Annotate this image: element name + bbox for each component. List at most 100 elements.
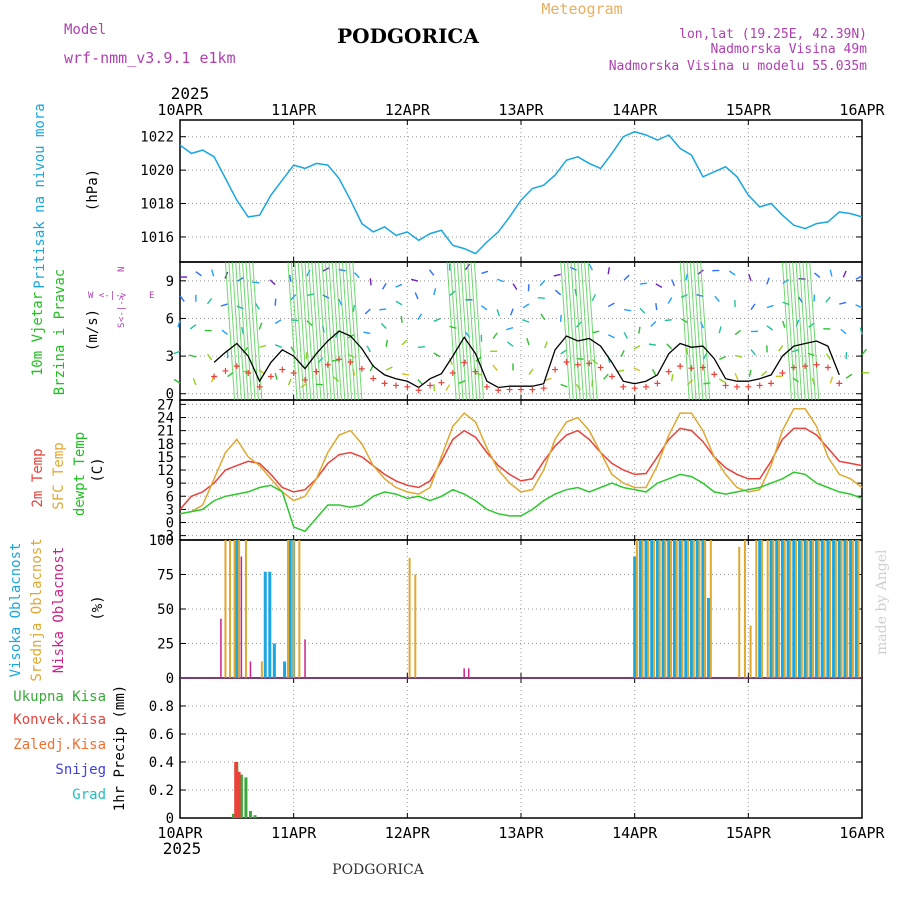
wind-barb xyxy=(718,356,726,361)
cloud-bar-1 xyxy=(800,540,803,678)
precip-ytick-label: 0.2 xyxy=(149,783,174,799)
wind-barb xyxy=(778,345,784,352)
wind-barb xyxy=(401,339,408,346)
wind-barb xyxy=(633,367,641,372)
cloud-unit: (%) xyxy=(90,595,106,620)
wind-barb xyxy=(750,349,756,356)
wind-barb xyxy=(381,282,387,290)
wind-gust-marker xyxy=(438,379,445,386)
wind-burst xyxy=(248,261,259,401)
wind-barb xyxy=(506,326,514,331)
year-bottom: 2025 xyxy=(163,839,202,858)
wind-barb xyxy=(385,339,389,347)
model-name: wrf-nmm_v3.9.1 e1km xyxy=(64,49,236,67)
wind-barb xyxy=(617,369,625,373)
wind-burst xyxy=(700,261,711,401)
wind-gust-marker xyxy=(518,386,524,393)
date-label-top: 15APR xyxy=(726,101,772,119)
temp-ytick-label: 24 xyxy=(157,411,174,427)
cloud-bar-0 xyxy=(780,540,784,678)
wind-gust-marker xyxy=(336,356,343,363)
wind-barb xyxy=(734,354,743,358)
cloud-bar-0 xyxy=(854,540,858,678)
wind-barb xyxy=(728,270,736,276)
wind-barb xyxy=(192,378,197,386)
compass-arrow-v: <-|-> xyxy=(117,294,127,322)
cloud-bar-1 xyxy=(698,540,701,678)
wind-barb xyxy=(648,343,656,346)
wind-burst xyxy=(321,261,332,401)
cloud-bar-1 xyxy=(260,661,263,678)
wind-burst xyxy=(453,261,464,401)
wind-burst xyxy=(467,261,478,401)
temp-line-2 xyxy=(179,471,863,533)
wind-burst xyxy=(580,261,591,401)
cloud-bar-2 xyxy=(304,639,306,678)
compass-arrow-h: <-|-> xyxy=(99,291,127,301)
wind-barb xyxy=(274,298,277,306)
wind-burst xyxy=(696,261,707,401)
wind-barb xyxy=(400,315,403,323)
cloud-bar-0 xyxy=(644,540,648,678)
wind-barb xyxy=(861,348,868,355)
wind-barb xyxy=(607,334,615,339)
wind-barb xyxy=(607,302,615,308)
cloud-bar-2 xyxy=(463,668,465,678)
temp-line-1 xyxy=(179,408,863,515)
cloud-bar-1 xyxy=(738,546,741,678)
wind-gust-marker xyxy=(495,387,502,394)
pressure-panel: 1016 1018 1020 1022 xyxy=(140,119,863,263)
cloud-bar-0 xyxy=(707,597,711,678)
wind-burst xyxy=(577,261,588,401)
wind-gust-marker xyxy=(449,370,456,377)
wind-gust-marker xyxy=(802,363,809,370)
pressure-ytick-label: 1022 xyxy=(140,130,174,146)
wind-gust-marker xyxy=(631,385,638,392)
cloud-bar-1 xyxy=(851,540,854,678)
wind-barb xyxy=(259,344,267,349)
temp-unit: (C) xyxy=(90,457,106,482)
cloud-bar-0 xyxy=(792,540,796,678)
cloud-bar-0 xyxy=(655,540,659,678)
cloud-bar-0 xyxy=(832,540,836,678)
wind-barb xyxy=(433,288,437,296)
precip-bar-0 xyxy=(253,815,257,818)
wind-barb xyxy=(395,300,403,306)
wind-barb xyxy=(750,303,756,311)
cloud-bar-1 xyxy=(298,540,301,678)
wind-burst xyxy=(318,261,329,401)
wind-barb xyxy=(650,320,657,327)
wind-burst xyxy=(294,261,305,401)
wind-gust-marker xyxy=(392,382,399,389)
date-label-bottom: 11APR xyxy=(271,824,317,842)
wind-barb xyxy=(492,364,498,371)
wind-barb xyxy=(540,313,546,321)
wind-barb xyxy=(206,353,213,361)
wind-burst xyxy=(224,261,236,401)
cloud-bar-1 xyxy=(692,540,695,678)
wind-burst xyxy=(307,261,319,401)
wind-barb xyxy=(588,263,593,271)
wind-barb xyxy=(417,379,424,386)
wind-burst xyxy=(331,261,342,401)
wind-barb xyxy=(496,309,500,317)
precip-bar-0 xyxy=(248,811,252,818)
cloud-bar-0 xyxy=(826,540,830,678)
date-label-top: 16APR xyxy=(839,101,885,119)
wind-burst xyxy=(314,261,325,401)
wind-burst xyxy=(689,261,700,401)
wind-burst xyxy=(781,261,793,401)
date-label-top: 13APR xyxy=(498,101,544,119)
temp-label-dewpt: dewpt Temp xyxy=(72,432,88,516)
wind-burst xyxy=(587,261,598,401)
cloud-bar-1 xyxy=(760,540,763,678)
cloud-ytick-label: 0 xyxy=(166,671,174,687)
wind-burst xyxy=(304,261,315,401)
wind-burst xyxy=(802,261,813,401)
precip-ytick-label: 0.4 xyxy=(149,755,174,771)
wind-gust-marker xyxy=(824,364,831,371)
wind-barb xyxy=(433,352,441,358)
wind-barb xyxy=(664,319,672,322)
cloud-bar-0 xyxy=(849,540,853,678)
compass-e: E xyxy=(149,291,154,301)
